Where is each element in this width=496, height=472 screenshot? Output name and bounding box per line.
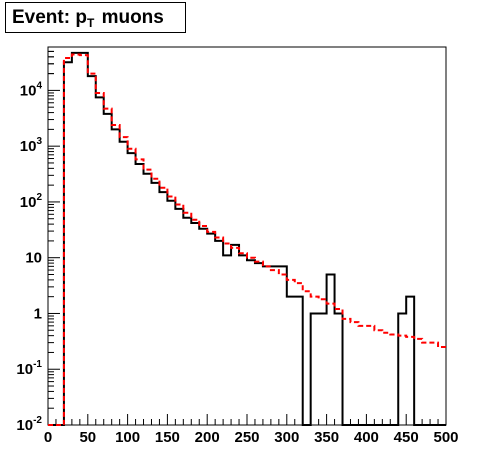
axis-ticks	[47, 46, 447, 426]
x-tick-label: 100	[115, 429, 140, 446]
y-tick-label: 103	[20, 136, 43, 155]
tick-labels: 0 50 100 150 200 250 300 350 400 450 500 10-2 10-1 1 1…	[16, 80, 458, 446]
histogram-dashed-red	[48, 53, 446, 426]
x-tick-label: 500	[433, 429, 458, 446]
y-tick-label: 10-2	[16, 415, 42, 434]
y-tick-label: 10	[25, 250, 42, 267]
x-tick-label: 150	[155, 429, 180, 446]
title-suffix: muons	[101, 7, 164, 28]
x-tick-label: 450	[394, 429, 419, 446]
histogram-solid-black	[48, 51, 446, 426]
x-tick-label: 350	[314, 429, 339, 446]
y-tick-label: 102	[20, 192, 43, 211]
plot-frame	[47, 46, 447, 426]
x-tick-label: 400	[354, 429, 379, 446]
x-tick-label: 50	[79, 429, 96, 446]
y-tick-label: 10-1	[16, 359, 42, 378]
y-tick-label: 104	[20, 80, 43, 99]
histogram-series	[48, 51, 446, 426]
x-tick-label: 250	[234, 429, 259, 446]
y-tick-label: 1	[34, 305, 42, 322]
x-tick-label: 300	[274, 429, 299, 446]
x-tick-label: 0	[44, 429, 52, 446]
chart-title: Event: pT muons	[5, 2, 186, 33]
title-prefix: Event: p	[12, 7, 87, 28]
title-subscript: T	[86, 16, 95, 30]
x-tick-label: 200	[195, 429, 220, 446]
